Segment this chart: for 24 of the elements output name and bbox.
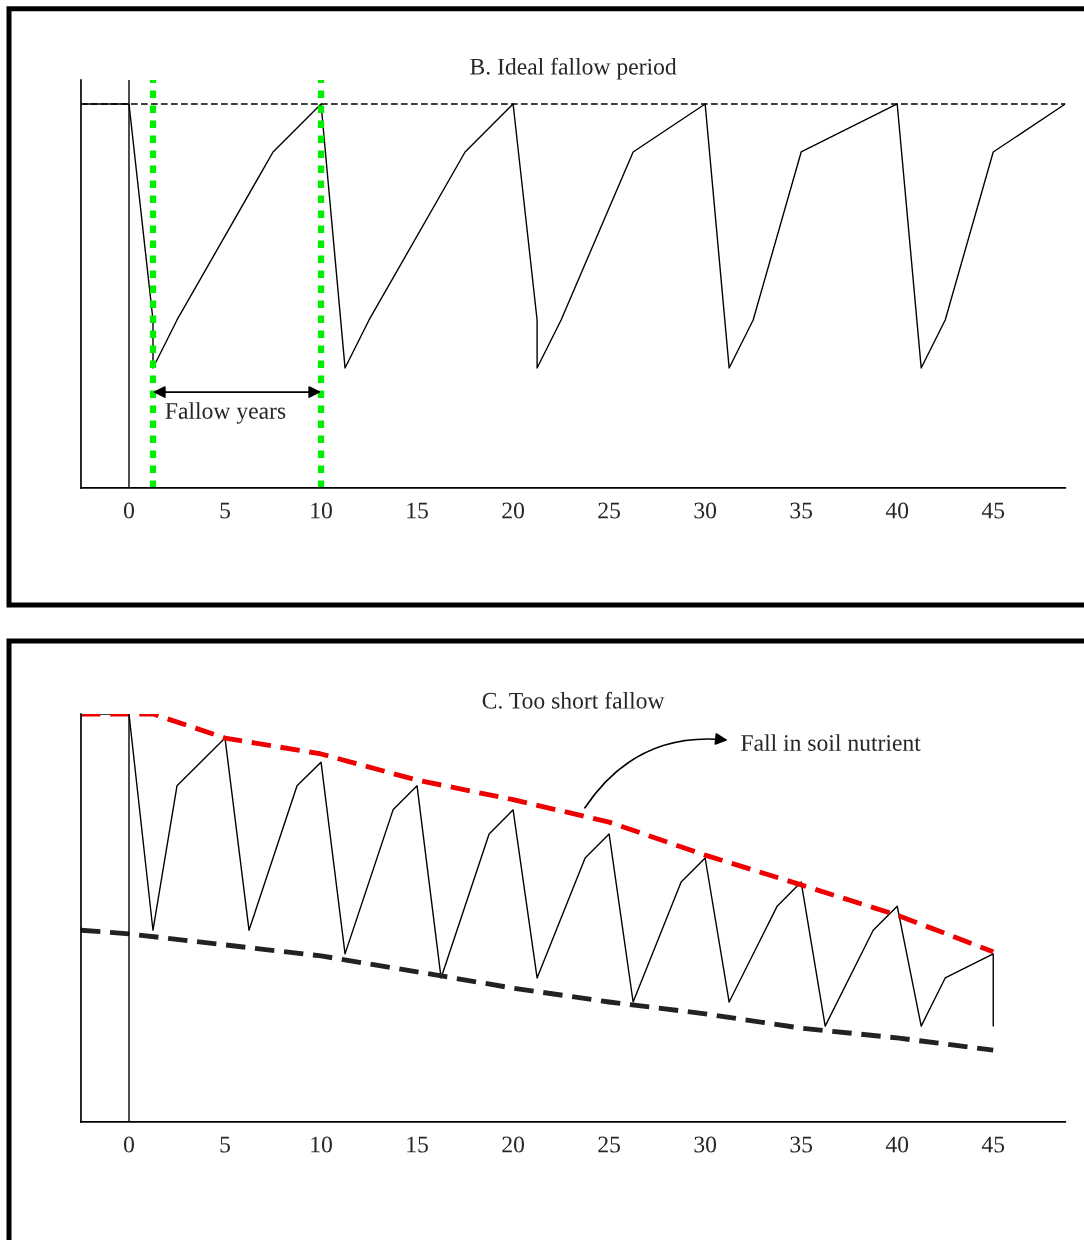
x-tick-label: 25 (598, 1136, 620, 1153)
x-tick-label: 15 (407, 502, 428, 519)
x-tick-label: 10 (311, 1136, 332, 1153)
annotation: Fallow years (165, 402, 286, 424)
x-tick-label: 5 (220, 502, 230, 519)
x-tick-label: 30 (694, 502, 717, 519)
x-tick-label: 40 (885, 502, 909, 519)
x-tick-label: 35 (790, 502, 813, 519)
x-tick-label: 45 (981, 502, 1005, 519)
x-tick-label: 5 (220, 1136, 230, 1153)
x-tick-label: 10 (311, 502, 332, 519)
x-tick-label: 40 (885, 1136, 909, 1153)
x-tick-label: 25 (598, 502, 620, 519)
x-tick-label: 15 (407, 1136, 428, 1153)
x-tick-label: 0 (123, 502, 134, 519)
x-tick-label: 20 (502, 1136, 524, 1153)
x-tick-label: 45 (981, 1136, 1005, 1153)
x-tick-label: 35 (790, 1136, 813, 1153)
x-tick-label: 0 (123, 1136, 134, 1153)
chart-title: C. Too short fallow (482, 691, 665, 709)
annotation: Fall in soil nutrient (741, 734, 921, 751)
chart-title: B. Ideal fallow period (470, 57, 677, 80)
x-tick-label: 30 (694, 1136, 717, 1153)
x-tick-label: 20 (502, 502, 524, 519)
